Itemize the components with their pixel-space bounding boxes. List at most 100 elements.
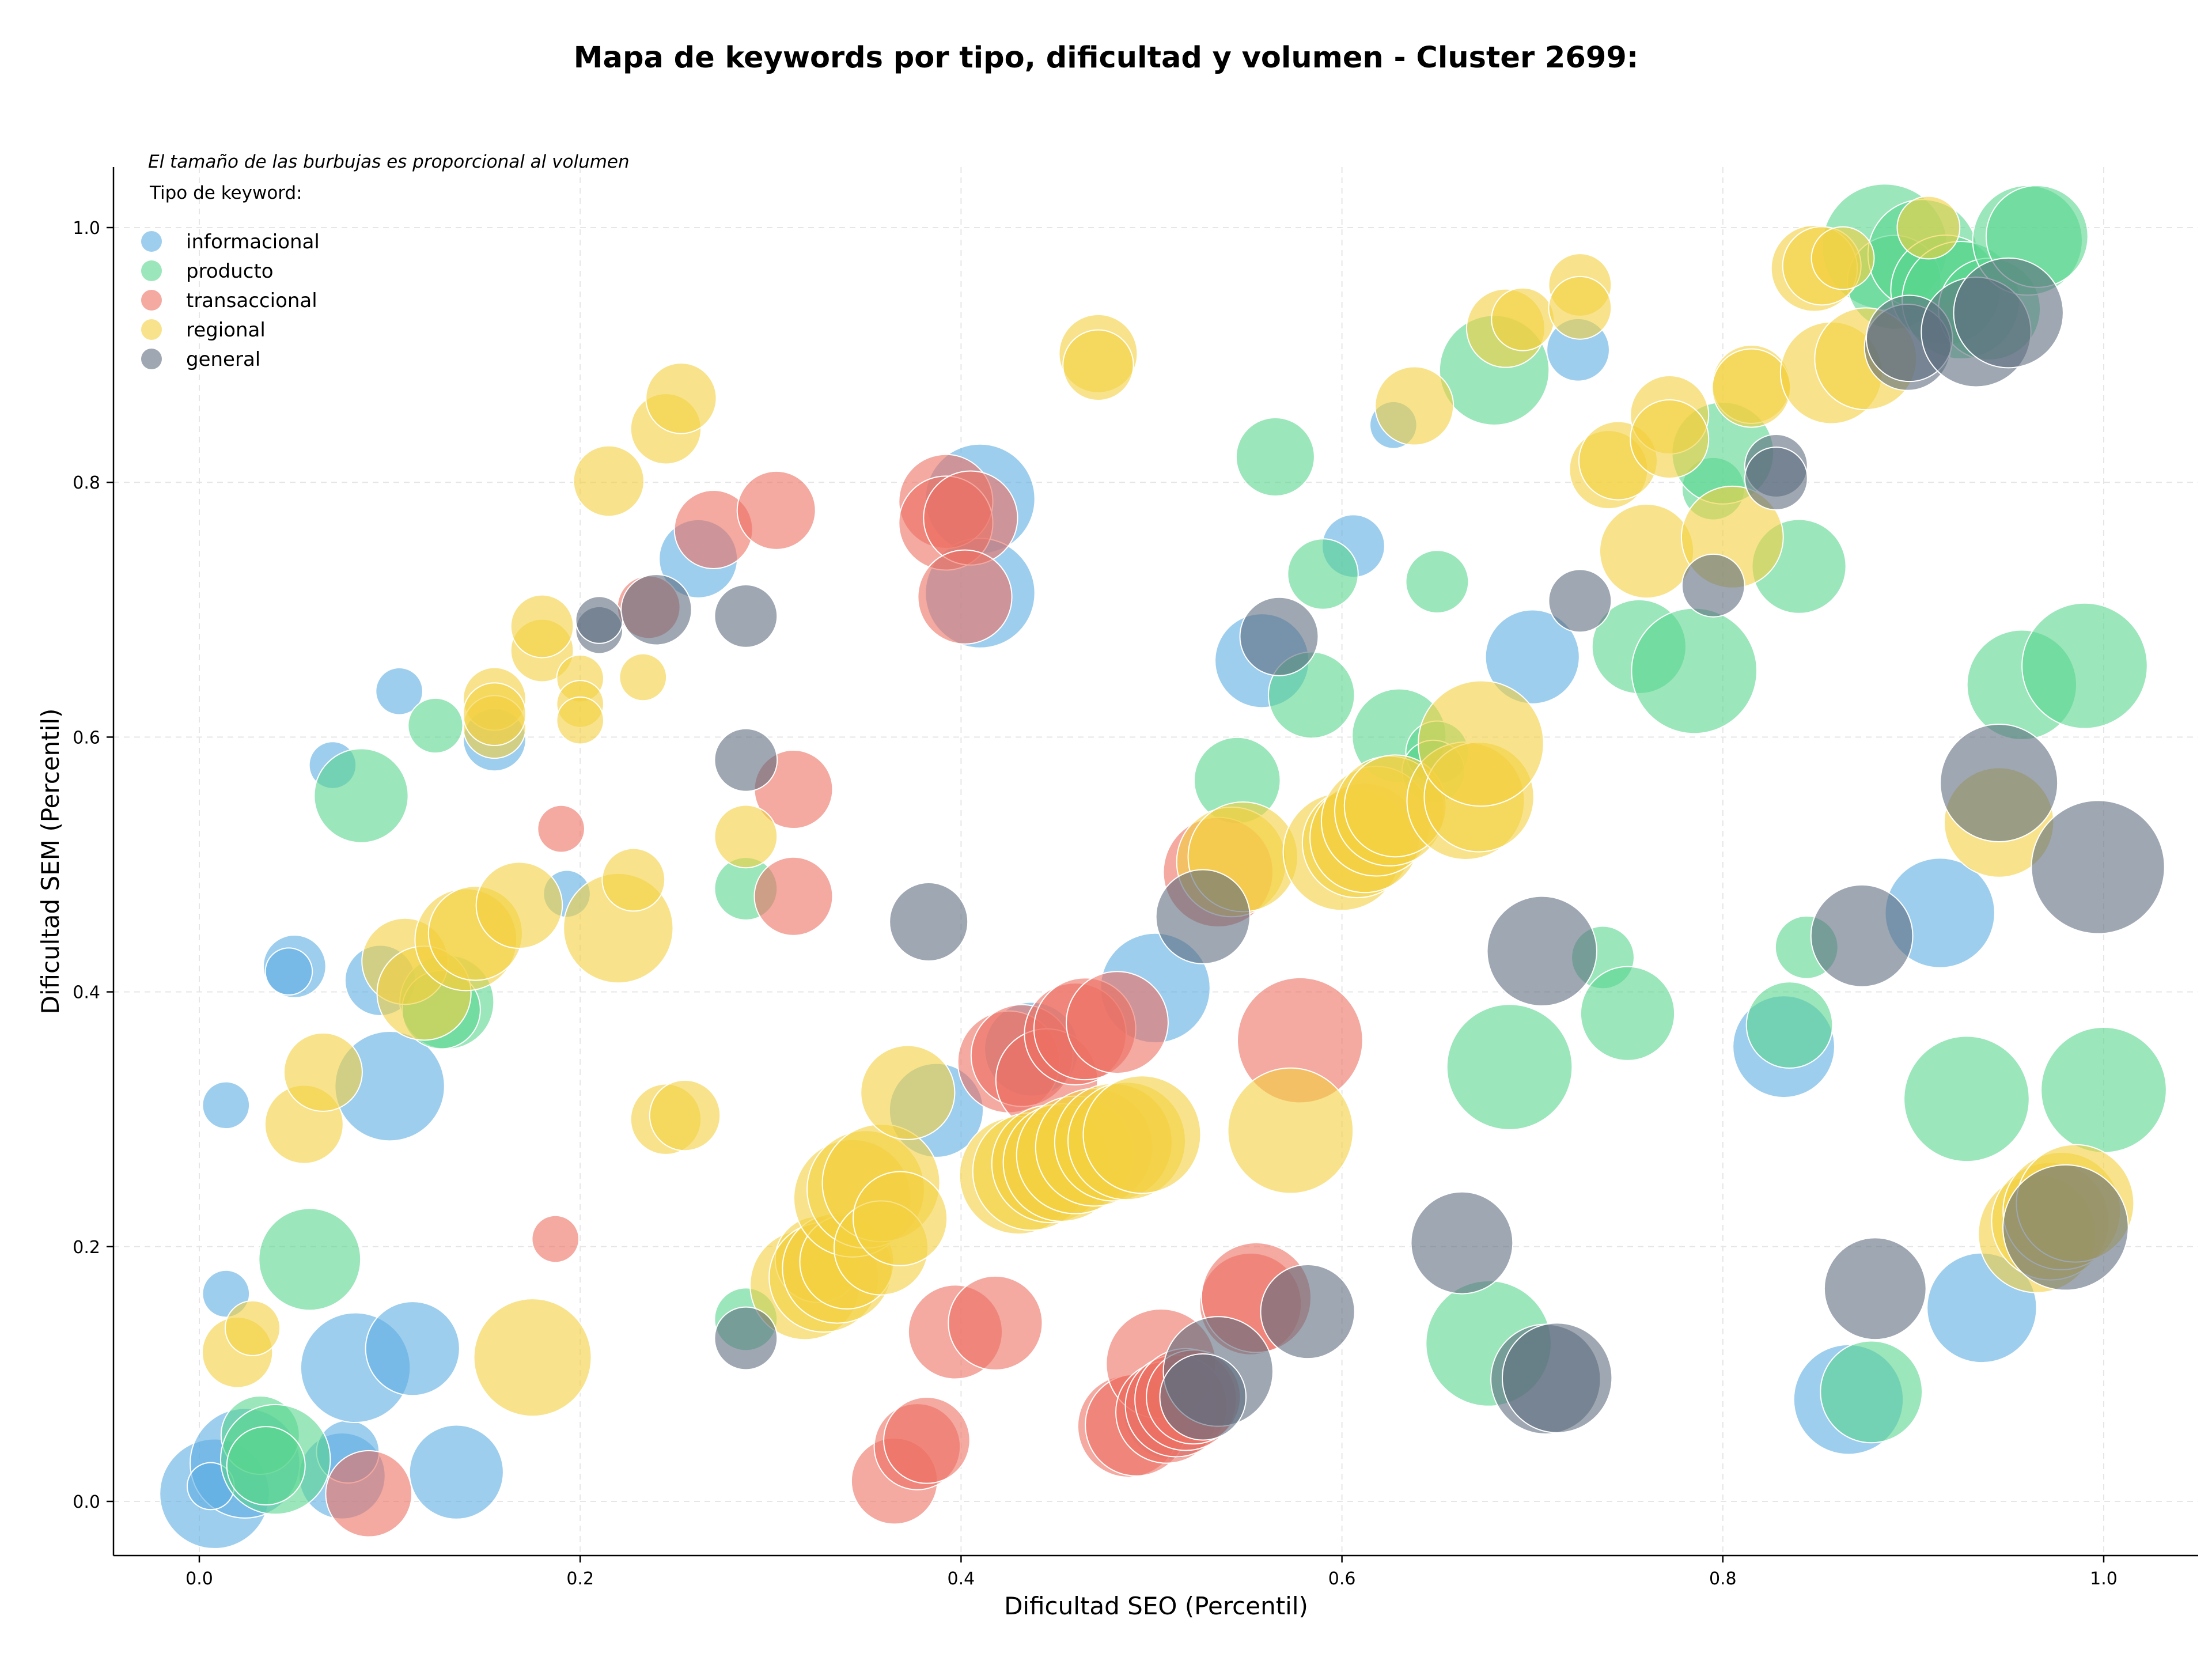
bubble-regional bbox=[475, 861, 563, 949]
bubble-regional bbox=[714, 804, 778, 869]
bubble-regional bbox=[860, 1045, 956, 1140]
bubble-producto bbox=[1446, 1004, 1573, 1130]
bubble-general bbox=[1155, 869, 1251, 964]
bubble-general bbox=[2002, 1164, 2129, 1291]
y-tick-label: 0.6 bbox=[73, 728, 100, 748]
bubble-regional bbox=[224, 1300, 281, 1356]
legend-marker-regional bbox=[141, 319, 162, 340]
bubble-general bbox=[1681, 553, 1745, 618]
bubble-general bbox=[1501, 1322, 1613, 1433]
bubble-producto bbox=[1631, 607, 1758, 735]
bubble-transaccional bbox=[948, 1275, 1043, 1371]
bubble-general bbox=[1260, 1263, 1355, 1360]
bubble-general bbox=[889, 881, 969, 962]
legend-marker-producto bbox=[141, 260, 162, 281]
bubble-general bbox=[1940, 723, 2059, 842]
chart-title: Mapa de keywords por tipo, dificultad y … bbox=[574, 41, 1638, 75]
bubble-producto bbox=[226, 1426, 306, 1506]
x-tick-label: 1.0 bbox=[2090, 1569, 2118, 1589]
y-tick-label: 1.0 bbox=[73, 218, 100, 239]
bubble-producto bbox=[1287, 538, 1359, 610]
bubble-regional bbox=[1711, 348, 1791, 428]
bubble-producto bbox=[1235, 417, 1315, 497]
x-axis-ticks: 0.0 0.2 0.4 0.6 0.8 1.0 bbox=[185, 1556, 2118, 1589]
bubble-producto bbox=[1405, 550, 1469, 614]
legend-marker-informacional bbox=[141, 231, 162, 252]
x-tick-label: 0.0 bbox=[185, 1569, 213, 1589]
legend-title: Tipo de keyword: bbox=[149, 183, 302, 203]
bubble-informacional bbox=[375, 667, 423, 716]
bubble-layer bbox=[159, 183, 2167, 1549]
x-axis-label: Dificultad SEO (Percentil) bbox=[1004, 1592, 1308, 1620]
bubble-general bbox=[1410, 1191, 1514, 1295]
bubble-transaccional bbox=[325, 1450, 413, 1538]
bubble-producto bbox=[2021, 602, 2148, 729]
bubble-producto bbox=[1580, 966, 1676, 1061]
bubble-regional bbox=[1548, 275, 1612, 340]
bubble-regional bbox=[573, 445, 645, 517]
y-tick-label: 0.0 bbox=[73, 1492, 100, 1512]
legend-label-informacional: informacional bbox=[186, 230, 320, 253]
bubble-transaccional bbox=[1066, 971, 1169, 1074]
bubble-producto bbox=[313, 748, 409, 843]
bubble-general bbox=[1810, 884, 1914, 987]
y-tick-label: 0.4 bbox=[73, 983, 100, 1003]
bubble-regional bbox=[649, 1079, 721, 1152]
x-tick-label: 0.4 bbox=[948, 1569, 975, 1589]
bubble-regional bbox=[556, 696, 605, 745]
bubble-regional bbox=[473, 1298, 592, 1417]
bubble-regional bbox=[645, 362, 717, 434]
bubble-regional bbox=[619, 653, 668, 702]
bubble-general bbox=[620, 574, 692, 646]
bubble-producto bbox=[1903, 1035, 2030, 1163]
x-tick-label: 0.6 bbox=[1328, 1569, 1356, 1589]
bubble-producto bbox=[2040, 1027, 2167, 1153]
y-axis-ticks: 0.0 0.2 0.4 0.6 0.8 1.0 bbox=[73, 218, 113, 1512]
bubble-transaccional bbox=[531, 1214, 580, 1263]
bubble-regional bbox=[1630, 399, 1710, 479]
bubble-regional bbox=[1227, 1067, 1354, 1194]
bubble-informacional bbox=[408, 1424, 504, 1520]
bubble-general bbox=[575, 596, 624, 644]
bubble-regional bbox=[1491, 287, 1555, 351]
y-tick-label: 0.2 bbox=[73, 1238, 100, 1258]
bubble-producto bbox=[1820, 1340, 1923, 1444]
bubble-general bbox=[1159, 1353, 1247, 1441]
bubble-regional bbox=[1896, 195, 1961, 260]
x-tick-label: 0.8 bbox=[1709, 1569, 1737, 1589]
bubble-regional bbox=[1810, 226, 1875, 290]
legend-label-producto: producto bbox=[186, 260, 274, 283]
bubble-regional bbox=[853, 1171, 948, 1266]
bubble-transaccional bbox=[753, 856, 834, 936]
bubble-general bbox=[1486, 895, 1597, 1007]
bubble-informacional bbox=[1484, 609, 1580, 705]
legend: El tamaño de las burbujas es proporciona… bbox=[141, 152, 630, 371]
bubble-informacional bbox=[365, 1301, 460, 1397]
bubble-regional bbox=[1418, 680, 1544, 807]
legend-marker-general bbox=[141, 349, 162, 369]
legend-label-transaccional: transaccional bbox=[186, 289, 317, 312]
bubble-general bbox=[1239, 596, 1319, 676]
bubble-producto bbox=[1745, 981, 1834, 1069]
bubble-transaccional bbox=[736, 470, 816, 550]
bubble-regional bbox=[1599, 503, 1695, 599]
bubble-general bbox=[1548, 569, 1612, 633]
bubble-transaccional bbox=[917, 549, 1013, 645]
bubble-regional bbox=[283, 1032, 363, 1112]
legend-marker-transaccional bbox=[141, 290, 162, 311]
bubble-general bbox=[1744, 447, 1808, 510]
bubble-regional bbox=[1082, 1075, 1202, 1194]
bubble-producto bbox=[258, 1208, 362, 1311]
bubble-informacional bbox=[202, 1081, 251, 1130]
bubble-general bbox=[1823, 1237, 1927, 1341]
bubble-general bbox=[714, 1306, 778, 1371]
bubble-regional bbox=[1062, 329, 1134, 401]
bubble-regional bbox=[601, 847, 666, 912]
legend-label-regional: regional bbox=[186, 319, 266, 342]
legend-entries: informacional producto transaccional region… bbox=[141, 230, 320, 371]
bubble-general bbox=[2031, 800, 2165, 934]
bubble-producto bbox=[407, 697, 464, 754]
bubble-regional bbox=[510, 594, 574, 659]
size-note: El tamaño de las burbujas es proporciona… bbox=[148, 152, 630, 172]
